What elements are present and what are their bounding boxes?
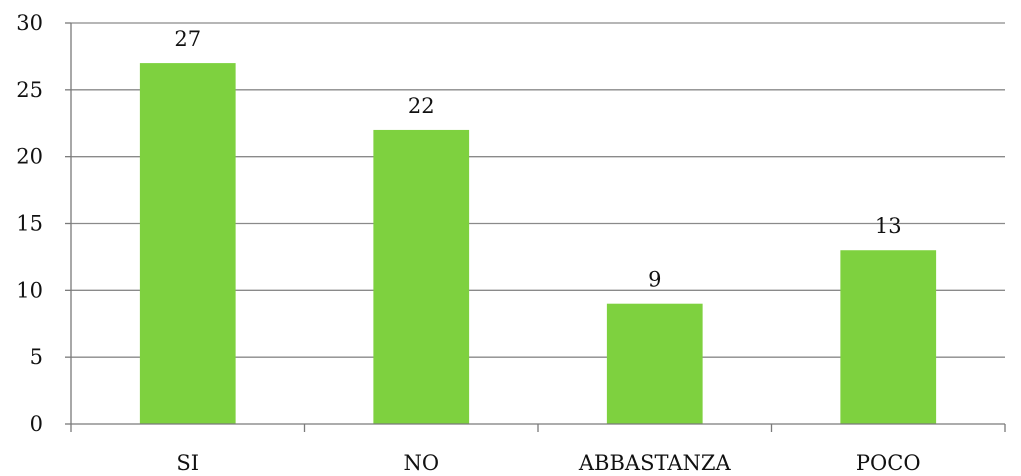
y-tick-label-10: 10: [16, 278, 43, 302]
y-tick-label-20: 20: [16, 145, 43, 169]
y-tick-label-30: 30: [16, 11, 43, 35]
bar-no: [373, 129, 470, 424]
y-tick-label-15: 15: [16, 212, 43, 236]
bar-si: [139, 63, 236, 424]
data-label-abbastanza: 9: [648, 268, 661, 292]
x-tick-label-si: SI: [176, 451, 199, 475]
bar-abbastanza: [606, 303, 703, 424]
x-tick-label-no: NO: [403, 451, 439, 475]
data-label-si: 27: [174, 27, 201, 51]
data-label-poco: 13: [875, 214, 902, 238]
x-tick-label-poco: POCO: [856, 451, 921, 475]
y-tick-label-25: 25: [16, 78, 43, 102]
y-tick-label-5: 5: [30, 345, 43, 369]
bar-poco: [840, 250, 937, 424]
data-label-no: 22: [408, 94, 435, 118]
x-tick-label-abbastanza: ABBASTANZA: [578, 451, 732, 475]
labels: 0 5 10 15 20 25 30 27 SI 22 NO 9 ABBASTANZA 13 POCO: [16, 11, 920, 475]
y-tick-label-0: 0: [30, 412, 43, 436]
bars: [139, 63, 937, 424]
axes: [65, 22, 1006, 432]
